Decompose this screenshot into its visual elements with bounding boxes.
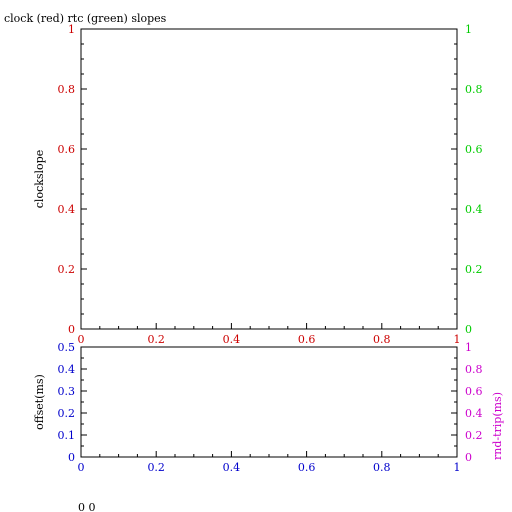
x-tick-label: 0.2 xyxy=(147,333,165,346)
y-tick-label-left: 0.5 xyxy=(58,341,76,354)
x-tick-label: 0 xyxy=(78,333,85,346)
x-tick-label: 0 xyxy=(78,461,85,474)
y-tick-label-left: 0 xyxy=(68,451,75,464)
offset-y-axis-left: 0 0.1 0.2 0.3 0.4 0.5 xyxy=(58,341,87,464)
y-tick-label-right: 0.4 xyxy=(465,203,483,216)
y-tick-label-left: 0.2 xyxy=(58,407,76,420)
y-tick-label-right: 0.6 xyxy=(465,143,483,156)
offset-y-axis-label: offset(ms) xyxy=(33,374,46,430)
x-tick-label: 0.6 xyxy=(298,333,316,346)
y-tick-label-right: 1 xyxy=(465,23,472,36)
x-tick-label: 0.4 xyxy=(223,461,241,474)
y-tick-label-left: 0.6 xyxy=(58,143,76,156)
x-tick-label: 0.4 xyxy=(223,333,241,346)
y-tick-label-left: 0.1 xyxy=(58,429,76,442)
y-tick-label-right: 1 xyxy=(465,341,472,354)
y-tick-label-left: 0.4 xyxy=(58,363,76,376)
y-tick-label-left: 1 xyxy=(68,23,75,36)
slope-x-axis: 0 0.2 0.4 0.6 0.8 1 xyxy=(78,323,461,346)
rnd-trip-y-axis-label: rnd-trip(ms) xyxy=(491,392,504,460)
offset-panel: offset(ms) rnd-trip(ms) 0 0.2 0.4 0.6 0.8 1 0… xyxy=(33,341,504,474)
offset-x-axis: 0 0.2 0.4 0.6 0.8 1 xyxy=(78,451,461,474)
y-tick-label-right: 0.4 xyxy=(465,407,483,420)
y-tick-label-left: 0 xyxy=(68,323,75,336)
y-tick-label-right: 0.6 xyxy=(465,385,483,398)
x-tick-label: 1 xyxy=(454,461,461,474)
y-tick-label-left: 0.4 xyxy=(58,203,76,216)
slope-panel: clockslope 0 0.2 0.4 0.6 0.8 1 0 0.2 0.4 0.6 0.8 1… xyxy=(33,23,483,346)
y-tick-label-left: 0.8 xyxy=(58,83,76,96)
x-tick-label: 0.8 xyxy=(373,333,391,346)
x-tick-label: 1 xyxy=(454,333,461,346)
y-tick-label-right: 0.2 xyxy=(465,263,483,276)
y-tick-label-left: 0.3 xyxy=(58,385,76,398)
slope-y-axis-right: 0 0.2 0.4 0.6 0.8 1 xyxy=(451,23,483,336)
y-tick-label-right: 0.8 xyxy=(465,83,483,96)
slope-y-axis-label: clockslope xyxy=(33,150,46,208)
offset-plot-frame xyxy=(80,346,458,458)
x-tick-label: 0.2 xyxy=(147,461,165,474)
y-tick-label-right: 0 xyxy=(465,323,472,336)
x-tick-label: 0.8 xyxy=(373,461,391,474)
slope-y-axis-left: 0 0.2 0.4 0.6 0.8 1 xyxy=(58,23,87,336)
rnd-trip-y-axis-right: 0 0.2 0.4 0.6 0.8 1 xyxy=(451,341,483,464)
footer-text: 0 0 xyxy=(78,501,96,512)
y-tick-label-left: 0.2 xyxy=(58,263,76,276)
y-tick-label-right: 0.2 xyxy=(465,429,483,442)
x-tick-label: 0.6 xyxy=(298,461,316,474)
chart-title: clock (red) rtc (green) slopes xyxy=(4,12,167,25)
y-tick-label-right: 0 xyxy=(465,451,472,464)
y-tick-label-right: 0.8 xyxy=(465,363,483,376)
slope-plot-frame xyxy=(80,28,458,330)
